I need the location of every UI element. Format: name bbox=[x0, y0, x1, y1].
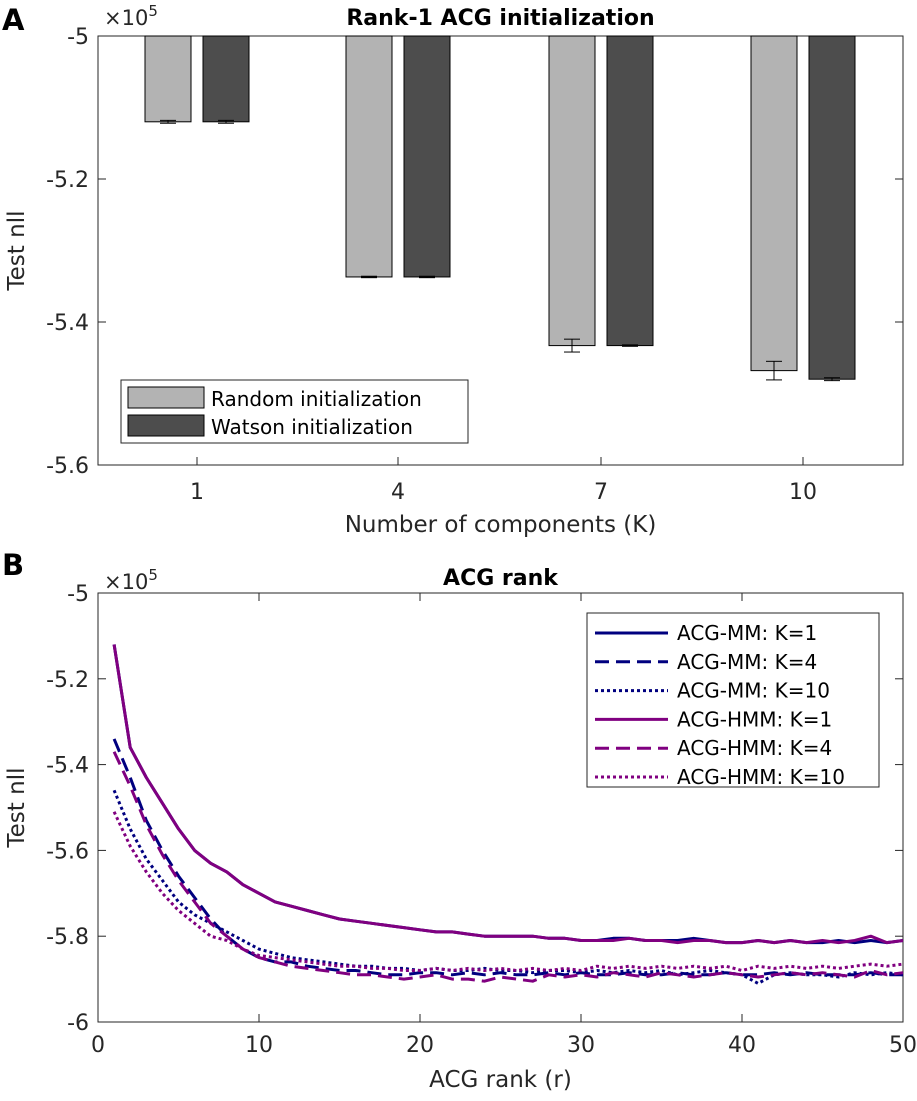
x-tick-label: 7 bbox=[594, 480, 608, 505]
y-axis-label-a: Test nll bbox=[4, 211, 30, 292]
legend-label: ACG-MM: K=1 bbox=[677, 621, 817, 645]
x-tick-label: 0 bbox=[91, 1033, 105, 1058]
y-tick-label: -5.6 bbox=[46, 454, 89, 479]
y-tick-label: -5 bbox=[67, 582, 89, 607]
y-tick-label: -5.4 bbox=[46, 311, 89, 336]
bar bbox=[548, 35, 596, 347]
bar bbox=[808, 35, 856, 380]
chart-title-a: Rank-1 ACG initialization bbox=[346, 6, 654, 31]
chart-title-b: ACG rank bbox=[443, 566, 559, 591]
legend-label: ACG-HMM: K=4 bbox=[677, 736, 832, 760]
legend-label: ACG-HMM: K=1 bbox=[677, 707, 832, 731]
y-tick-label: -5.2 bbox=[46, 668, 89, 693]
legend-label: Random initialization bbox=[211, 387, 422, 411]
x-tick-label: 10 bbox=[245, 1033, 273, 1058]
panel-a-letter: A bbox=[2, 3, 25, 37]
x-tick-label: 50 bbox=[889, 1033, 917, 1058]
panel-a: A ×105 -5 -5.2 -5.4 -5.6 1 4 7 10 Rank-1 ACG ini… bbox=[2, 2, 904, 538]
panel-b-letter: B bbox=[2, 548, 24, 582]
x-tick-label: 40 bbox=[728, 1033, 756, 1058]
legend-label: ACG-HMM: K=10 bbox=[677, 765, 845, 789]
y-tick-label: -5.6 bbox=[46, 839, 89, 864]
legend-swatch bbox=[127, 414, 205, 437]
legend-box bbox=[586, 612, 880, 788]
y-tick-label: -6 bbox=[67, 1011, 89, 1036]
legend-label: ACG-MM: K=10 bbox=[677, 679, 830, 703]
y-tick-label: -5.4 bbox=[46, 754, 89, 779]
panel-b: B ×105 -5 -5.2 -5.4 -5.6 -5.8 -60 10 20 30 40 50 AC… bbox=[2, 548, 917, 1093]
y-tick-label: -5.8 bbox=[46, 925, 89, 950]
x-tick-label: 10 bbox=[789, 480, 817, 505]
y-tick-label: -5 bbox=[67, 25, 89, 50]
legend-swatch bbox=[127, 386, 205, 409]
x-tick-label: 20 bbox=[406, 1033, 434, 1058]
bar bbox=[403, 35, 451, 278]
y-axis-label-b: Test nll bbox=[4, 768, 30, 849]
series-line bbox=[112, 644, 904, 945]
legend-a: Random initialization Watson initializati… bbox=[120, 379, 469, 444]
bar bbox=[202, 35, 250, 123]
panel-a-exponent: ×105 bbox=[104, 2, 158, 30]
bar bbox=[345, 35, 393, 278]
legend-label: ACG-MM: K=4 bbox=[677, 650, 817, 674]
x-tick-label: 4 bbox=[391, 480, 405, 505]
x-tick-label: 30 bbox=[567, 1033, 595, 1058]
x-tick-label: 1 bbox=[190, 480, 204, 505]
x-axis-label-b: ACG rank (r) bbox=[429, 1067, 572, 1093]
x-axis-label-a: Number of components (K) bbox=[345, 512, 657, 538]
bar bbox=[144, 35, 192, 123]
bar bbox=[606, 35, 654, 347]
bar bbox=[750, 35, 798, 372]
series-line bbox=[112, 811, 904, 972]
series-line bbox=[112, 751, 904, 983]
y-tick-label: -5.2 bbox=[46, 168, 89, 193]
legend-b: ACG-MM: K=1 ACG-MM: K=4 ACG-MM: K=10 ACG-HM… bbox=[586, 612, 880, 789]
legend-label: Watson initialization bbox=[211, 415, 413, 439]
panel-b-exponent: ×105 bbox=[104, 566, 158, 594]
